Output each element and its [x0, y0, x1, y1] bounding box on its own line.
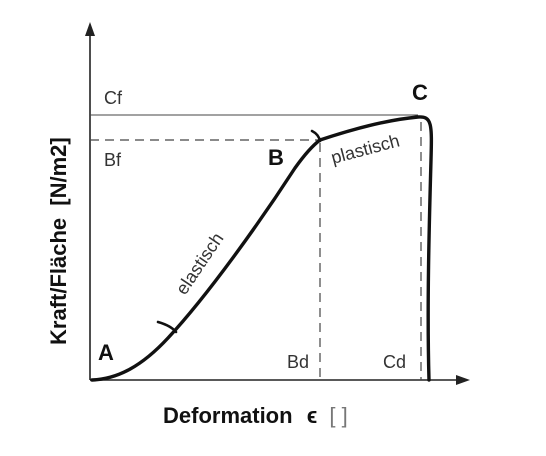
stress-strain-curve	[90, 115, 434, 382]
bf-label: Bf	[104, 150, 122, 170]
x-axis-unit: [ ]	[329, 403, 347, 428]
plastic-region-label: plastisch	[329, 130, 402, 167]
plastic-tick-mark	[310, 129, 322, 143]
cf-label: Cf	[104, 88, 123, 108]
x-axis-title: Deformation ϵ [ ]	[163, 403, 348, 428]
y-axis-title: Kraft/Fläche [N/m2]	[46, 137, 71, 345]
y-axis-unit: [N/m2]	[46, 137, 71, 205]
x-axis-arrow	[456, 375, 470, 385]
y-axis-arrow	[85, 22, 95, 36]
bd-label: Bd	[287, 352, 309, 372]
cd-label: Cd	[383, 352, 406, 372]
point-c-label: C	[412, 80, 428, 105]
point-b-label: B	[268, 145, 284, 170]
x-axis-label-text: Deformation	[163, 403, 293, 428]
y-axis-label-text: Kraft/Fläche	[46, 218, 71, 345]
point-a-label: A	[98, 340, 114, 365]
x-axis-symbol: ϵ	[307, 403, 318, 428]
elastic-tick-mark	[156, 320, 178, 334]
elastic-region-label: elastisch	[172, 229, 228, 298]
